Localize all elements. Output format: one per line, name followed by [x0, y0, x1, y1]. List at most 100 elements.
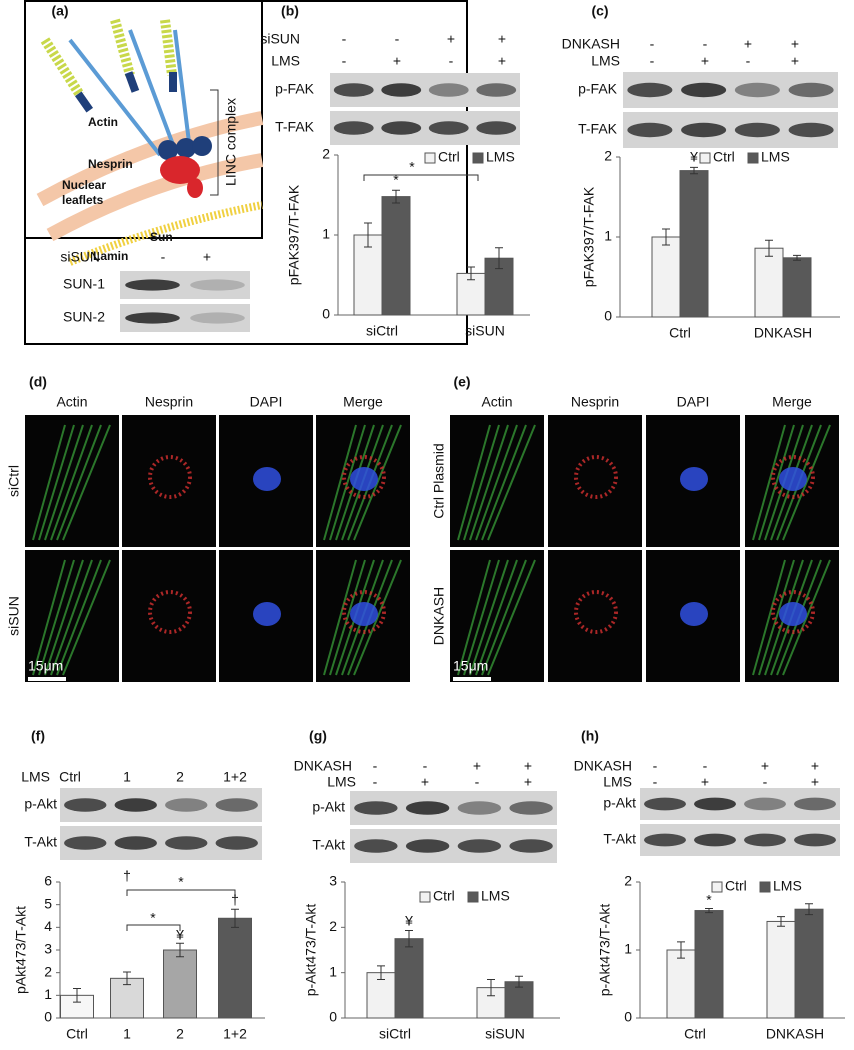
fiber: [32, 424, 66, 541]
blot-band: [476, 121, 517, 135]
error-bar: [805, 903, 813, 916]
scale-bar: [453, 677, 491, 681]
fiber: [782, 424, 831, 541]
condition-sign: +: [447, 31, 455, 47]
y-axis-label: pFAK397/T-FAK: [286, 184, 302, 285]
diagram-label: Lamin: [93, 249, 128, 263]
scale-label: 15μm: [453, 658, 488, 674]
x-tick-label: 1+2: [223, 1026, 247, 1042]
error-bar: [777, 916, 785, 927]
blot-band: [476, 83, 517, 97]
fiber: [758, 424, 795, 541]
band-label: p-FAK: [578, 81, 618, 97]
error-bar: [392, 189, 400, 204]
band-label: T-FAK: [578, 121, 618, 137]
legend-label: LMS: [486, 149, 515, 165]
blot-band: [64, 798, 107, 812]
error-bar: [662, 228, 670, 246]
error-bar: [677, 941, 685, 959]
nesprin: [342, 455, 386, 499]
row-label: DNKASH: [431, 587, 447, 645]
bar: [794, 908, 824, 1019]
condition-sign: -: [395, 31, 400, 47]
y-tick-label: 4: [44, 918, 52, 934]
error-bar: [467, 266, 475, 281]
significance-bracket: [126, 924, 181, 931]
blot-band: [681, 122, 727, 138]
fiber: [469, 424, 509, 541]
bar: [394, 938, 424, 1019]
diagram-label: Nuclear: [62, 178, 106, 192]
blot-band: [788, 82, 834, 98]
blot-band: [190, 279, 245, 291]
legend-label: Ctrl: [713, 149, 735, 165]
y-tick-label: 0: [44, 1009, 52, 1025]
blot-band: [354, 839, 398, 853]
scale-label: 15μm: [28, 658, 63, 674]
column-header: DAPI: [677, 394, 710, 410]
nesprin: [148, 590, 192, 634]
error-bar: [176, 942, 184, 958]
annotation: *: [706, 892, 712, 908]
nucleus: [779, 467, 807, 491]
column-header: Actin: [56, 394, 87, 410]
blot-band: [114, 836, 157, 850]
diagram-label: Nesprin: [88, 157, 133, 171]
condition-sign: +: [498, 53, 506, 69]
panel-label: (e): [453, 374, 470, 390]
y-tick-label: 1: [329, 963, 337, 979]
blot-band: [215, 836, 258, 850]
column-header: Merge: [343, 394, 383, 410]
legend-label: LMS: [773, 878, 802, 894]
legend-swatch: [472, 152, 484, 164]
y-tick-label: 0: [624, 1009, 632, 1025]
blot-band: [125, 312, 180, 324]
fiber: [752, 424, 786, 541]
legend-swatch: [467, 891, 479, 903]
bar: [456, 272, 486, 316]
fiber: [329, 424, 366, 541]
fiber: [457, 424, 491, 541]
panel-label: (b): [281, 3, 299, 19]
y-tick-label: 3: [329, 873, 337, 889]
condition-sign: -: [161, 249, 166, 265]
blot-band: [788, 122, 834, 138]
condition-sign: -: [746, 53, 751, 69]
x-tick-label: Ctrl: [684, 1026, 706, 1042]
fiber: [469, 559, 509, 676]
condition-label: siSUN: [260, 31, 300, 47]
blot-band: [190, 312, 245, 324]
blot-band: [694, 797, 736, 811]
blot-band: [644, 833, 686, 847]
condition-label: LMS: [271, 53, 300, 69]
blot-band: [457, 839, 502, 853]
blot-band: [333, 121, 374, 135]
blot-band: [694, 833, 736, 847]
panel-label: (a): [51, 3, 68, 19]
bar: [381, 196, 411, 316]
legend-label: Ctrl: [725, 878, 747, 894]
fiber: [32, 559, 66, 676]
condition-sign: -: [342, 53, 347, 69]
condition-sign: -: [653, 758, 658, 774]
condition-label: LMS: [327, 774, 356, 790]
bracket-label: LINC complex: [223, 98, 239, 186]
column-header: Merge: [772, 394, 812, 410]
error-bar: [231, 908, 239, 928]
diagram-label: leaflets: [62, 193, 104, 207]
y-axis-label: pFAK397/T-FAK: [581, 186, 597, 287]
nucleus: [350, 467, 378, 491]
condition-sign: Ctrl: [59, 769, 81, 785]
condition-label: DNKASH: [574, 758, 632, 774]
nesprin: [574, 455, 618, 499]
nucleus: [680, 467, 708, 491]
condition-sign: +: [498, 31, 506, 47]
blot-band: [744, 833, 786, 847]
bar: [366, 972, 396, 1019]
fiber: [323, 559, 357, 676]
significance-bracket: [126, 889, 236, 896]
blot-band: [405, 839, 450, 853]
fiber: [752, 559, 786, 676]
annotation: *: [150, 910, 156, 926]
band-label: T-FAK: [275, 119, 315, 135]
